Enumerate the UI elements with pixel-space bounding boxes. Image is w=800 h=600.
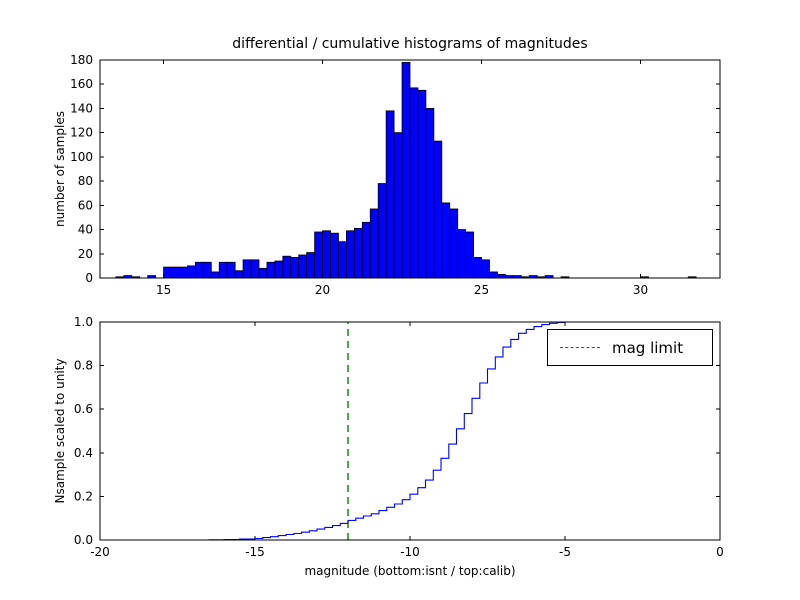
histogram-bar [401, 62, 411, 279]
histogram-bar [353, 227, 363, 279]
dashed-line-icon [560, 347, 600, 348]
histogram-bar [298, 254, 308, 279]
histogram-bar [377, 183, 387, 279]
y-tick-label: 80 [78, 174, 93, 188]
y-tick-label: 180 [70, 53, 93, 67]
histogram-bar [187, 265, 196, 279]
x-tick-label: -15 [245, 545, 265, 559]
axes-spines [99, 59, 721, 279]
legend-label: mag limit [612, 338, 684, 357]
x-tick-label: 25 [474, 283, 489, 297]
differential-histogram-axes: 15 20 25 30 0 20 40 60 80 100 120 140 160 180 [70, 53, 721, 297]
histogram-bar [306, 252, 316, 279]
cumulative-step-line [208, 321, 720, 541]
histogram-bar [481, 259, 490, 279]
histogram-bar [441, 202, 451, 279]
histogram-bar [234, 270, 244, 279]
cumulative-histogram-axes: -20 -15 -10 -5 0 0.0 0.2 0.4 0.6 0.8 1.0 [74, 315, 724, 559]
y-tick-label: 0.4 [74, 446, 93, 460]
x-tick-label: 30 [633, 283, 648, 297]
histogram-bar [250, 259, 260, 279]
x-tick-label: -10 [400, 545, 420, 559]
histogram-bar [338, 241, 347, 279]
histogram-bar [226, 261, 236, 279]
histogram-bar [385, 110, 395, 279]
bottom-ylabel: Nsample scaled to unity [53, 358, 67, 504]
histogram-bar [314, 231, 323, 279]
y-tick-label: 0.6 [74, 402, 93, 416]
histogram-bar [361, 221, 371, 279]
histogram-bar [346, 230, 355, 279]
x-tick-label: 15 [156, 283, 171, 297]
y-tick-label: 60 [78, 198, 93, 212]
y-tick-label: 0.0 [74, 533, 93, 547]
histogram-bar [457, 229, 467, 279]
x-tick-label: -20 [90, 545, 110, 559]
histogram-bar [393, 132, 403, 279]
figure-title: differential / cumulative histograms of … [232, 36, 588, 52]
y-tick-label: 100 [70, 150, 93, 164]
histogram-bar [322, 230, 331, 279]
histogram-bar [449, 208, 459, 279]
histogram-bar [433, 140, 443, 279]
histogram-bar [417, 89, 427, 279]
y-tick-label: 0 [85, 271, 93, 285]
histogram-bar [163, 266, 172, 279]
histogram-bar [242, 259, 252, 279]
y-tick-label: 0.2 [74, 489, 93, 503]
histogram-bar [282, 255, 292, 279]
histogram-bar [330, 232, 339, 279]
x-tick-label: 20 [315, 283, 330, 297]
y-tick-label: 0.8 [74, 359, 93, 373]
histogram-bar [489, 271, 498, 279]
histogram-bar [171, 266, 180, 279]
legend-box: mag limit [547, 329, 713, 366]
x-tick-label: -5 [559, 545, 571, 559]
histogram-bar [210, 271, 220, 279]
x-tick-label: 0 [716, 545, 724, 559]
histogram-bar [409, 87, 419, 279]
histogram-bar [218, 261, 228, 279]
histogram-bar [258, 267, 268, 279]
histogram-bar [465, 231, 474, 279]
histogram-bar [425, 108, 435, 279]
histogram-bars [115, 62, 697, 279]
y-tick-label: 120 [70, 126, 93, 140]
y-tick-label: 40 [78, 223, 93, 237]
y-tick-label: 1.0 [74, 315, 93, 329]
histogram-bar [266, 261, 276, 279]
x-axis-label: magnitude (bottom:isnt / top:calib) [304, 564, 516, 578]
histogram-bar [497, 273, 506, 279]
histogram-bar [194, 261, 204, 279]
histogram-bar [274, 260, 284, 279]
histogram-bar [473, 257, 482, 279]
histogram-bar [179, 266, 188, 279]
histogram-bar [369, 208, 379, 279]
histogram-bar [290, 257, 300, 279]
y-tick-label: 20 [78, 247, 93, 261]
y-tick-label: 140 [70, 101, 93, 115]
y-tick-label: 160 [70, 77, 93, 91]
histogram-bar [202, 261, 212, 279]
top-ylabel: number of samples [53, 111, 67, 227]
